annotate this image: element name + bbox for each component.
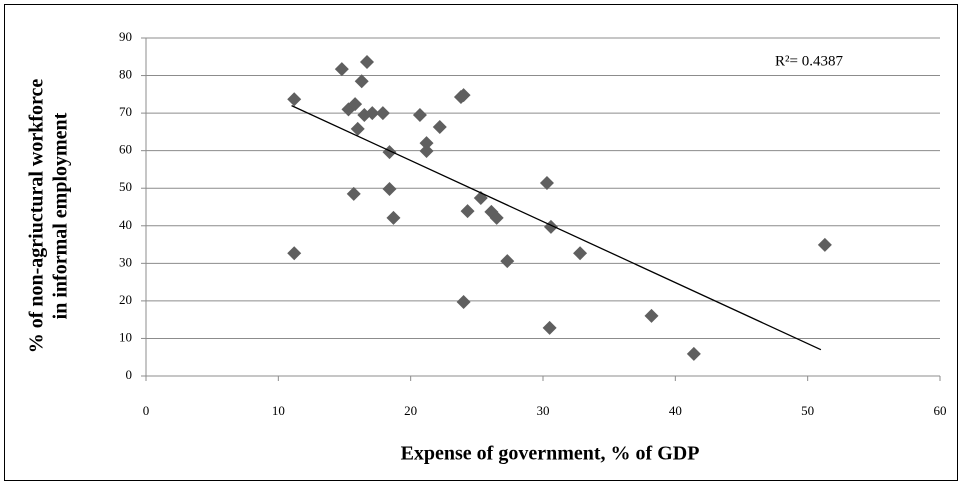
point [686, 346, 701, 361]
point [287, 246, 302, 261]
point [542, 320, 557, 335]
point [489, 210, 504, 225]
point [817, 237, 832, 252]
point [365, 106, 380, 121]
point [456, 88, 471, 103]
point [350, 121, 365, 136]
x-tick-label: 0 [143, 403, 150, 418]
point [375, 106, 390, 121]
y-tick-label: 60 [119, 142, 132, 157]
point [419, 144, 434, 159]
y-tick-label: 70 [119, 104, 132, 119]
r-squared: R²= 0.4387 [775, 53, 843, 69]
point [432, 120, 447, 135]
y-tick-label: 40 [119, 217, 132, 232]
x-tick-label: 60 [934, 403, 947, 418]
y-tick-label: 0 [126, 367, 133, 382]
y-tick-label: 50 [119, 179, 132, 194]
chart-border [4, 4, 958, 481]
point [460, 204, 475, 219]
point [287, 92, 302, 107]
point [354, 74, 369, 89]
y-axis-title: in informal employment [50, 112, 72, 319]
point [346, 186, 361, 201]
point [412, 107, 427, 122]
point [456, 295, 471, 310]
y-tick-label: 20 [119, 292, 132, 307]
point [573, 246, 588, 261]
point [644, 308, 659, 323]
y-tick-label: 90 [119, 29, 132, 44]
point [419, 136, 434, 151]
x-axis-title: Expense of government, % of GDP [401, 443, 700, 465]
point [334, 62, 349, 77]
point [382, 181, 397, 196]
x-tick-label: 50 [801, 403, 814, 418]
point [500, 254, 515, 269]
x-tick-label: 30 [537, 403, 550, 418]
y-tick-label: 80 [119, 67, 132, 82]
point [539, 175, 554, 190]
y-axis-title: % of non-agriuctural workforce [26, 79, 48, 354]
trendline [291, 105, 822, 351]
point [359, 55, 374, 70]
x-tick-label: 10 [272, 403, 285, 418]
x-tick-label: 40 [669, 403, 682, 418]
y-tick-label: 10 [119, 329, 132, 344]
y-tick-label: 30 [119, 254, 132, 269]
point [348, 97, 363, 112]
point [386, 210, 401, 225]
x-tick-label: 20 [404, 403, 417, 418]
